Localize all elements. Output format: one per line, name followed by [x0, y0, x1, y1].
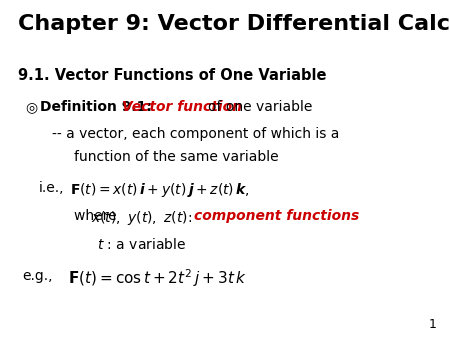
Text: Chapter 9: Vector Differential Calculus: Chapter 9: Vector Differential Calculus — [18, 14, 450, 33]
Text: -- a vector, each component of which is a: -- a vector, each component of which is … — [52, 127, 339, 141]
Text: function of the same variable: function of the same variable — [74, 150, 279, 164]
Text: $\mathbf{F}(t) = \cos t + 2t^{2}\,j + 3t\,k$: $\mathbf{F}(t) = \cos t + 2t^{2}\,j + 3t… — [68, 267, 246, 289]
Text: $\mathbf{F}(t) = x(t)\,\boldsymbol{i} + y(t)\,\boldsymbol{j} + z(t)\,\boldsymbol: $\mathbf{F}(t) = x(t)\,\boldsymbol{i} + … — [70, 181, 250, 199]
Text: ◎: ◎ — [25, 100, 37, 114]
Text: $t$ : a variable: $t$ : a variable — [97, 237, 186, 251]
Text: 1: 1 — [428, 318, 436, 331]
Text: Definition 9.1:: Definition 9.1: — [40, 100, 153, 114]
Text: of one variable: of one variable — [208, 100, 312, 114]
Text: Vector function: Vector function — [122, 100, 243, 114]
Text: e.g.,: e.g., — [22, 269, 53, 283]
Text: where: where — [74, 209, 121, 222]
Text: $x(t),\ y(t),\ z(t)$:: $x(t),\ y(t),\ z(t)$: — [91, 209, 193, 226]
Text: component functions: component functions — [194, 209, 359, 222]
Text: i.e.,: i.e., — [38, 181, 64, 195]
Text: 9.1. Vector Functions of One Variable: 9.1. Vector Functions of One Variable — [18, 68, 327, 82]
